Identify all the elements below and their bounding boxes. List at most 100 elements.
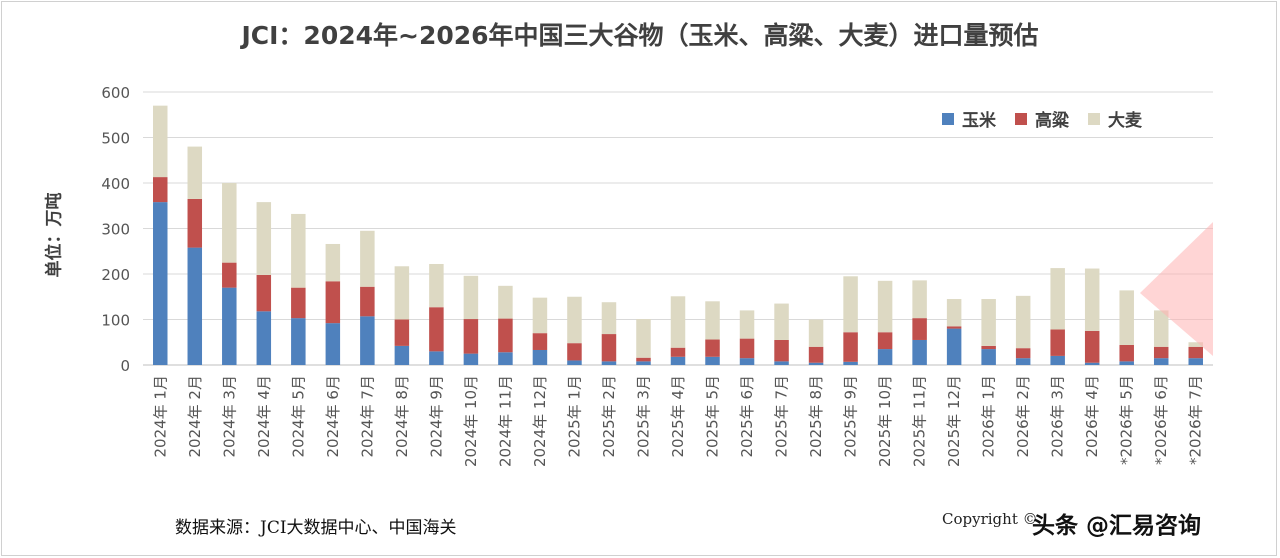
bar-segment [153, 177, 168, 203]
bar-segment [222, 287, 237, 365]
bar-segment [291, 213, 306, 288]
bar-segment [774, 361, 789, 365]
bar-segment [843, 332, 858, 362]
bar-segment [153, 105, 168, 178]
x-tick-label: 2026年 4月 [1083, 375, 1101, 458]
x-tick-label: 2025年 9月 [842, 375, 860, 458]
y-tick-label: 400 [101, 175, 130, 193]
x-tick-label: 2025年 10月 [876, 375, 894, 467]
bar-segment [1015, 295, 1031, 349]
bar-segment [670, 347, 686, 357]
legend-swatch [1088, 113, 1100, 125]
bar-segment [1153, 358, 1169, 365]
x-tick-label: *2026年 6月 [1152, 375, 1170, 465]
bar-segment [394, 266, 410, 320]
chart-title: JCI：2024年~2026年中国三大谷物（玉米、高粱、大麦）进口量预估 [241, 21, 1039, 50]
watermark-text: 头条 @汇易咨询 [1032, 513, 1202, 539]
x-tick-label: 2024年 6月 [324, 375, 342, 458]
bar-segment [532, 349, 548, 365]
bar-segment [946, 326, 962, 329]
bar-segment [601, 334, 617, 362]
bar-segment [1188, 358, 1203, 365]
x-tick-label: 2024年 8月 [393, 375, 411, 458]
bar-segment [601, 302, 617, 335]
bar-segment [187, 247, 203, 365]
bar-segment [912, 339, 927, 365]
x-tick-label: 2026年 1月 [980, 375, 998, 458]
bar-segment [1153, 310, 1169, 347]
bar-segment [774, 339, 789, 362]
legend-label: 高粱 [1035, 110, 1070, 131]
x-tick-label: 2024年 12月 [531, 375, 549, 467]
bar-segment [153, 202, 168, 365]
bar-segment [291, 318, 306, 365]
bar-segment [1050, 355, 1065, 365]
bars [153, 105, 1203, 365]
bar-segment [705, 339, 720, 357]
y-tick-label: 100 [101, 312, 130, 330]
bar-segment [360, 316, 375, 365]
y-tick-labels: 0 100 200 300 400 500 600 [101, 84, 130, 375]
x-tick-label: 2025年 3月 [634, 375, 652, 458]
bar-segment [291, 287, 306, 319]
bar-segment [877, 349, 893, 365]
bar-segment [187, 198, 203, 248]
bar-segment [808, 362, 824, 365]
x-tick-label: 2024年 9月 [427, 375, 445, 458]
bar-segment [360, 286, 375, 317]
bar-segment [636, 319, 651, 358]
bar-segment [360, 230, 375, 287]
bar-segment [636, 357, 651, 362]
bar-segment [1084, 330, 1100, 363]
bar-segment [463, 275, 479, 320]
bar-segment [739, 310, 755, 339]
bar-segment [187, 146, 203, 199]
x-tick-label: 2025年 1月 [565, 375, 583, 458]
x-tick-label: 2025年 7月 [773, 375, 791, 458]
x-tick-label: 2025年 8月 [807, 375, 825, 458]
x-tick-label: 2026年 3月 [1049, 375, 1067, 458]
bar-segment [567, 360, 582, 365]
bar-segment [877, 280, 893, 333]
bar-segment [739, 338, 755, 359]
legend-label: 大麦 [1108, 110, 1143, 131]
bar-segment [394, 345, 410, 365]
bar-segment [1015, 358, 1031, 365]
bar-segment [705, 356, 720, 365]
bar-segment [1153, 346, 1169, 359]
bar-segment [429, 307, 444, 352]
bar-segment [946, 328, 962, 365]
bar-segment [532, 333, 548, 350]
source-note: 数据来源：JCI大数据中心、中国海关 [175, 518, 457, 538]
bar-segment [256, 202, 272, 275]
bar-segment [463, 353, 479, 365]
bar-segment [1119, 344, 1134, 362]
bar-segment [222, 262, 237, 288]
legend-swatch [942, 113, 954, 125]
x-tick-label: 2024年 11月 [496, 375, 514, 467]
bar-segment [946, 299, 962, 327]
x-tick-label: 2024年 5月 [289, 375, 307, 458]
y-tick-label: 600 [101, 84, 130, 102]
copyright-text: Copyright © [942, 510, 1038, 528]
bar-segment [981, 345, 996, 350]
x-tick-labels: 2024年 1月 2024年 2月 2024年 3月 2024年 4月 2024年 5月… [151, 375, 1204, 467]
y-tick-label: 0 [120, 357, 130, 375]
bar-segment [705, 301, 720, 340]
x-tick-label: 2025年 12月 [945, 375, 963, 467]
x-tick-label: *2026年 7月 [1187, 375, 1205, 465]
bar-segment [1084, 268, 1100, 331]
bar-segment [567, 296, 582, 344]
bar-segment [739, 358, 755, 365]
x-tick-label: 2025年 2月 [600, 375, 618, 458]
bar-segment [981, 299, 996, 346]
x-tick-label: *2026年 5月 [1118, 375, 1136, 465]
x-tick-label: 2025年 4月 [669, 375, 687, 458]
x-tick-label: 2024年 1月 [151, 375, 169, 458]
legend-label: 玉米 [962, 110, 997, 131]
bar-segment [1188, 346, 1203, 359]
bar-segment [1050, 329, 1065, 356]
x-tick-label: 2024年 2月 [186, 375, 204, 458]
legend: 玉米 高粱 大麦 [942, 110, 1143, 131]
